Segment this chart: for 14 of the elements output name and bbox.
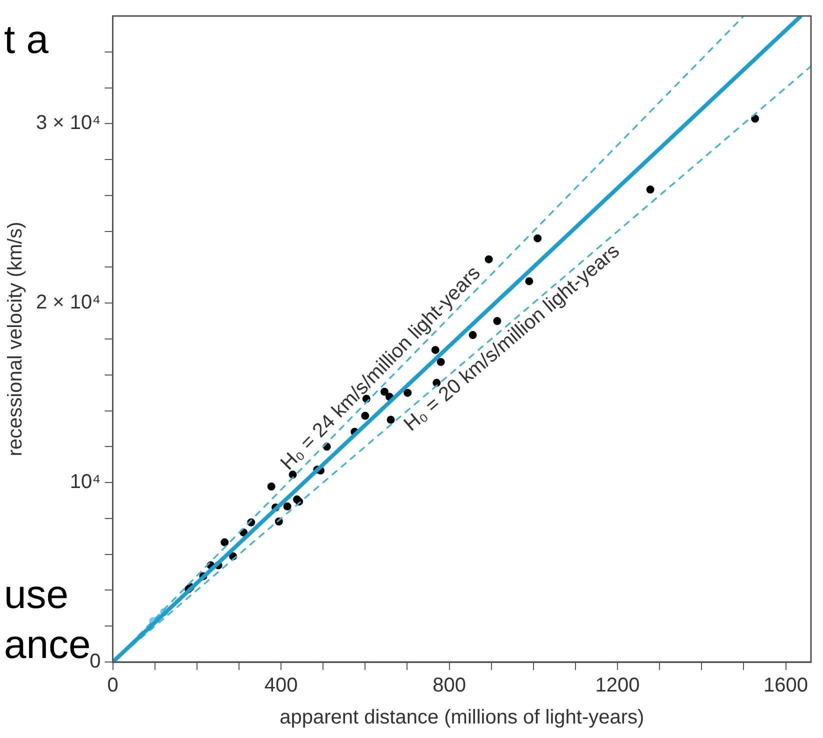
text: use	[4, 573, 68, 617]
y-tick-label: 10⁴	[70, 471, 101, 494]
y-tick-label: 0	[90, 650, 101, 673]
x-axis-title: apparent distance (millions of light-years)	[280, 706, 644, 729]
y-tick-label: 3 × 10⁴	[36, 112, 101, 134]
x-tick-label: 0	[107, 674, 118, 697]
x-tick-label: 400	[264, 674, 298, 697]
text: ance	[4, 623, 91, 667]
y-axis-title: recessional velocity (km/s)	[4, 222, 27, 456]
x-tick-label: 1600	[764, 674, 808, 697]
y-tick-label: 2 × 10⁴	[36, 292, 101, 314]
text: t a	[4, 18, 48, 62]
x-tick-label: 1200	[595, 674, 640, 697]
x-tick-label: 800	[432, 674, 466, 697]
